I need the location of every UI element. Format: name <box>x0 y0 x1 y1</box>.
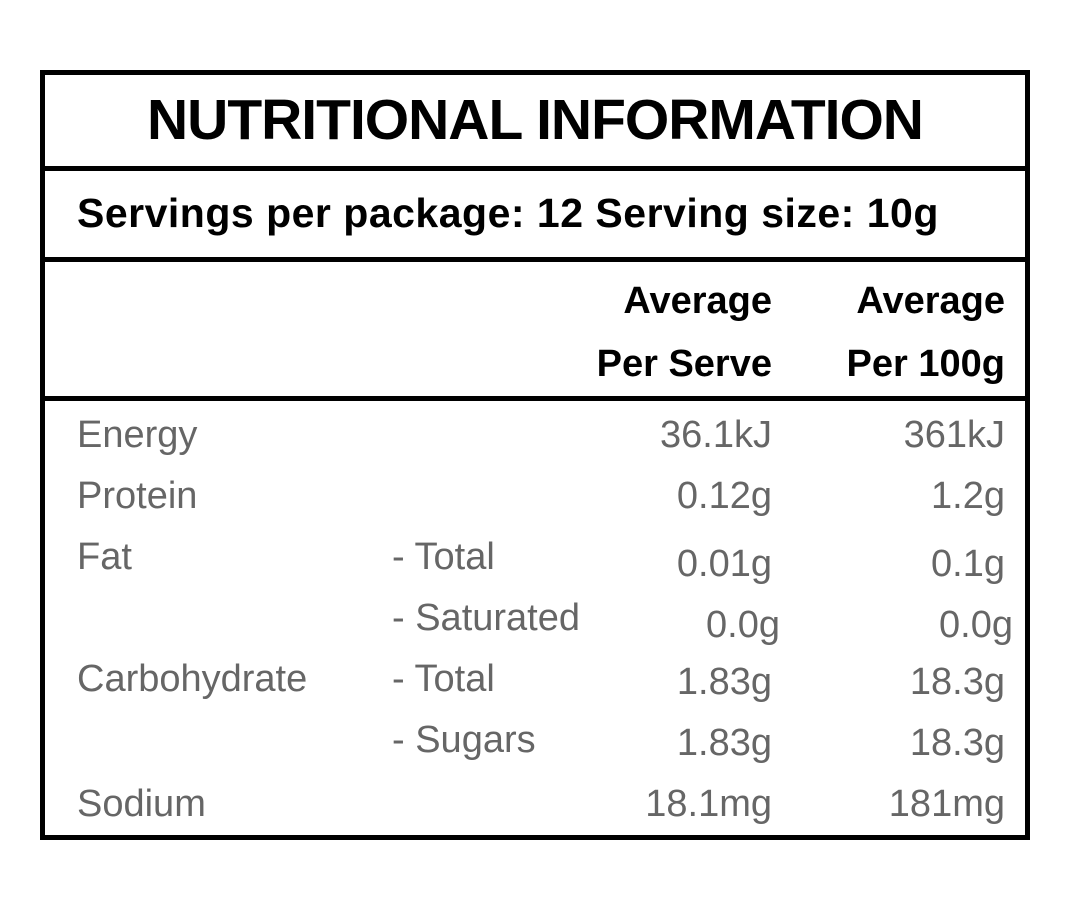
nutrient-sublabel: - Sugars <box>392 719 536 761</box>
per-serve-value: 1.83g <box>676 661 772 703</box>
panel-title-section: NUTRITIONAL INFORMATION <box>45 75 1025 171</box>
per-100g-value: 0.0g <box>939 604 1013 646</box>
per-100g-value: 18.3g <box>909 722 1005 764</box>
servings-text: Servings per package: 12 Serving size: 1… <box>77 190 939 237</box>
nutrient-sublabel: - Total <box>392 658 495 700</box>
per-100g-value: 0.1g <box>931 543 1005 585</box>
servings-section: Servings per package: 12 Serving size: 1… <box>45 171 1025 262</box>
column-header-per-100g: Average Per 100g <box>772 270 1005 396</box>
per-serve-value: 0.0g <box>706 604 780 646</box>
panel-title: NUTRITIONAL INFORMATION <box>147 88 924 153</box>
table-row-fat-saturated: - Saturated 0.0g 0.0g <box>77 588 1013 649</box>
nutrient-sublabel: - Total <box>392 536 495 578</box>
nutrient-table: Energy 36.1kJ 361kJ Protein 0.12g 1.2g F… <box>45 401 1025 835</box>
per-100g-header-line1: Average <box>856 280 1005 322</box>
table-row-energy: Energy 36.1kJ 361kJ <box>77 405 1005 466</box>
per-serve-header-line2: Per Serve <box>596 343 772 385</box>
per-100g-header-line2: Per 100g <box>846 343 1005 385</box>
column-header-per-serve: Average Per Serve <box>572 270 772 396</box>
nutrient-sublabel: - Saturated <box>392 597 580 639</box>
nutrient-name: Fat <box>77 536 132 578</box>
column-headers-section: Average Per Serve Average Per 100g <box>45 262 1025 401</box>
nutrient-name: Sodium <box>77 783 206 825</box>
per-serve-value: 18.1mg <box>645 783 772 825</box>
table-row-sodium: Sodium 18.1mg 181mg <box>77 774 1005 835</box>
nutrient-name: Energy <box>77 414 198 456</box>
per-100g-value: 361kJ <box>903 414 1005 456</box>
per-100g-value: 181mg <box>888 783 1005 825</box>
per-100g-value: 1.2g <box>931 475 1005 517</box>
per-100g-value: 18.3g <box>909 661 1005 703</box>
nutrient-name: Carbohydrate <box>77 658 308 700</box>
table-row-carbohydrate-sugars: - Sugars 1.83g 18.3g <box>77 710 1005 771</box>
per-serve-value: 0.12g <box>676 475 772 517</box>
per-serve-header-line1: Average <box>623 280 772 322</box>
per-serve-value: 36.1kJ <box>660 414 772 456</box>
table-row-carbohydrate-total: Carbohydrate - Total 1.83g 18.3g <box>77 649 1005 710</box>
nutrient-name: Protein <box>77 475 198 517</box>
per-serve-value: 1.83g <box>676 722 772 764</box>
per-serve-value: 0.01g <box>676 543 772 585</box>
table-row-protein: Protein 0.12g 1.2g <box>77 466 1005 527</box>
nutrition-panel: NUTRITIONAL INFORMATION Servings per pac… <box>40 70 1030 840</box>
table-row-fat-total: Fat - Total 0.01g 0.1g <box>77 527 1005 588</box>
